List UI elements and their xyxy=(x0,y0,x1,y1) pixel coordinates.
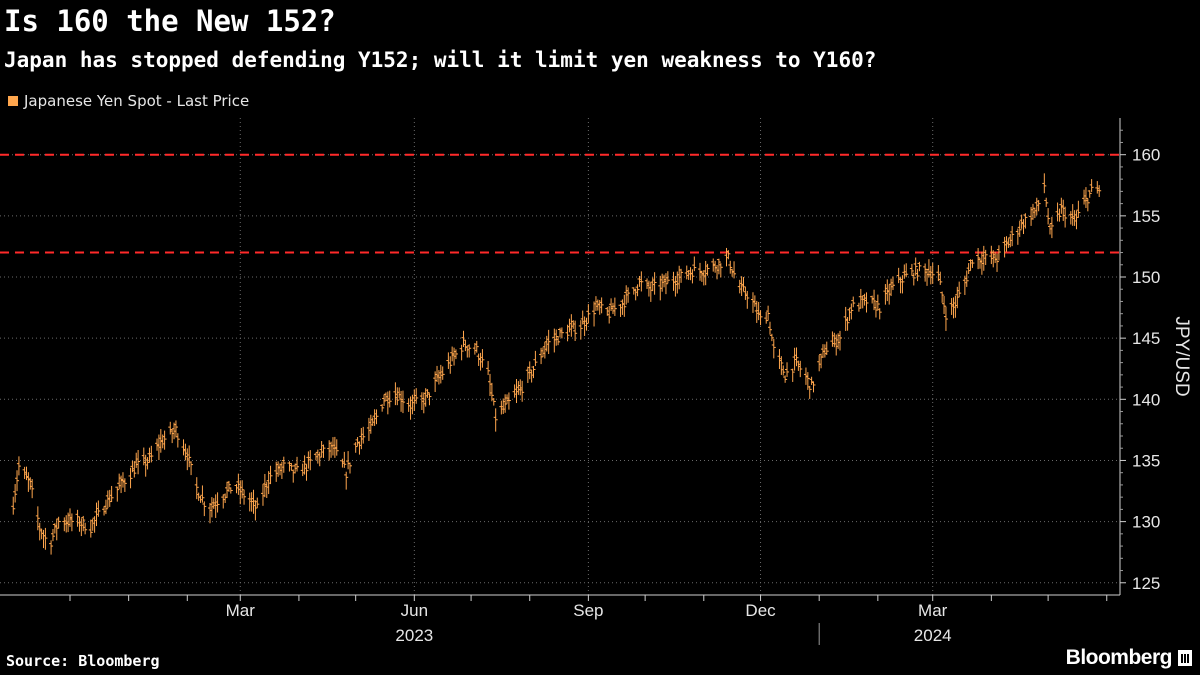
x-tick-label: Jun xyxy=(401,601,428,620)
x-tick-label: Mar xyxy=(226,601,256,620)
brand-name: Bloomberg xyxy=(1065,646,1173,669)
y-tick-label: 160 xyxy=(1132,146,1160,165)
chart-subtitle: Japan has stopped defending Y152; will i… xyxy=(4,48,877,72)
x-tick-label: Dec xyxy=(745,601,776,620)
y-tick-label: 130 xyxy=(1132,513,1160,532)
legend: Japanese Yen Spot - Last Price xyxy=(8,92,249,110)
legend-label: Japanese Yen Spot - Last Price xyxy=(24,92,250,110)
y-tick-label: 135 xyxy=(1132,451,1160,470)
y-tick-label: 125 xyxy=(1132,574,1160,593)
x-year-label: 2023 xyxy=(395,626,433,645)
y-tick-label: 150 xyxy=(1132,268,1160,287)
y-tick-label: 145 xyxy=(1132,329,1160,348)
y-tick-label: 155 xyxy=(1132,207,1160,226)
x-tick-label: Mar xyxy=(918,601,948,620)
bloomberg-logo: Bloomberg xyxy=(1066,646,1192,670)
bloomberg-mark-icon xyxy=(1178,650,1192,666)
chart-title: Is 160 the New 152? xyxy=(4,4,336,38)
y-axis-title: JPY/USD xyxy=(1171,316,1192,396)
x-tick-label: Sep xyxy=(573,601,603,620)
source-note: Source: Bloomberg xyxy=(6,652,160,670)
legend-swatch xyxy=(8,96,18,106)
y-tick-label: 140 xyxy=(1132,390,1160,409)
x-year-label: 2024 xyxy=(914,626,952,645)
